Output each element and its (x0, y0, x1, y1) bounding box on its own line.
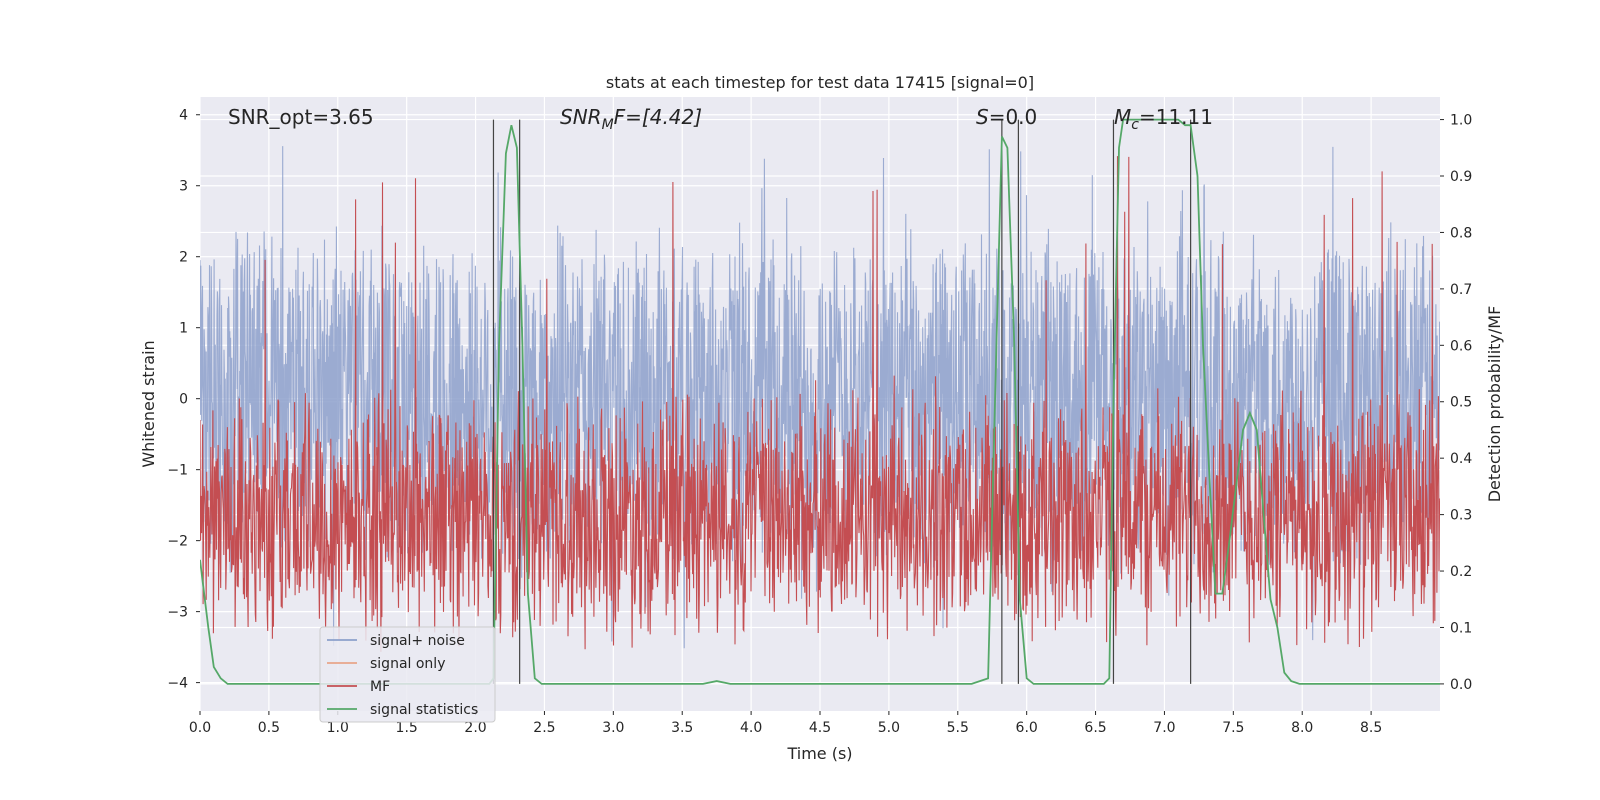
x-tick-label-16: 8.0 (1291, 720, 1313, 736)
annotation-snr-mf-subscript: M (602, 117, 614, 133)
x-tick-label-6: 3.0 (602, 720, 624, 736)
annotation-mc: Mc=11.11 (1114, 105, 1213, 133)
y-left-tick-label-5: −1 (167, 463, 188, 479)
y-right-tick-label-6: 0.4 (1450, 451, 1472, 467)
y-right-tick-label-8: 0.2 (1450, 564, 1472, 580)
series-signal-statistics (200, 118, 1440, 685)
x-tick-label-5: 2.5 (533, 720, 555, 736)
x-tick-label-3: 1.5 (396, 720, 418, 736)
y-axis-label-left: Whitened strain (139, 340, 158, 467)
annotation-snr-opt: SNR_opt=3.65 (228, 105, 374, 129)
y-right-tick-label-5: 0.5 (1450, 395, 1472, 411)
x-tick-label-15: 7.5 (1222, 720, 1244, 736)
x-tick-label-7: 3.5 (671, 720, 693, 736)
x-tick-label-2: 1.0 (327, 720, 349, 736)
x-tick-label-13: 6.5 (1084, 720, 1106, 736)
y-right-tick-label-1: 0.9 (1450, 169, 1472, 185)
x-tick-label-17: 8.5 (1360, 720, 1382, 736)
x-tick-label-9: 4.5 (809, 720, 831, 736)
x-tick-label-10: 5.0 (878, 720, 900, 736)
x-tick-label-1: 0.5 (258, 720, 280, 736)
annotation-s-symbol: S (976, 105, 989, 129)
y-right-tick-label-0: 1.0 (1450, 113, 1472, 129)
y-left-tick-label-4: 0 (179, 392, 188, 408)
y-right-tick-label-2: 0.8 (1450, 225, 1472, 241)
plot-layer (200, 118, 1440, 685)
y-left-tick-label-6: −2 (167, 534, 188, 550)
legend-label-mf: MF (370, 679, 390, 695)
y-right-tick-label-3: 0.7 (1450, 282, 1472, 298)
annotation-snr-mf: SNRMF=[4.42] (560, 105, 702, 133)
y-left-tick-label-2: 2 (179, 250, 188, 266)
legend-label-signal-statistics: signal statistics (370, 702, 478, 718)
y-right-tick-label-10: 0.0 (1450, 677, 1472, 693)
y-left-tick-label-7: −3 (167, 605, 188, 621)
y-right-tick-label-9: 0.1 (1450, 620, 1472, 636)
legend-label-signal-noise: signal+ noise (370, 633, 465, 649)
series-mf (200, 156, 1440, 652)
x-tick-label-11: 5.5 (947, 720, 969, 736)
y-right-tick-label-4: 0.6 (1450, 338, 1472, 354)
x-tick-label-0: 0.0 (189, 720, 211, 736)
annotation-snr-mf-value: F=[4.42] (614, 105, 702, 129)
y-axis-label-right: Detection probability/MF (1485, 306, 1504, 503)
legend-frame (319, 626, 496, 723)
x-tick-label-14: 7.0 (1153, 720, 1175, 736)
x-tick-label-8: 4.0 (740, 720, 762, 736)
chart-title: stats at each timestep for test data 174… (606, 73, 1034, 92)
y-axis-left: 4 3 2 1 0 −1 −2 −3 −4 (167, 108, 200, 692)
y-axis-right: 1.0 0.9 0.8 0.7 0.6 0.5 0.4 0.3 0.2 0.1 0.0 (1440, 113, 1472, 693)
x-axis: 0.0 0.5 1.0 1.5 2.0 2.5 3.0 3.5 4.0 4.5 5.0 5.5 6.0 6… (189, 711, 1382, 736)
annotation-mc-subscript: c (1131, 117, 1139, 133)
series-signal-noise (200, 146, 1440, 649)
annotation-s: S=0.0 (976, 105, 1037, 129)
y-right-tick-label-7: 0.3 (1450, 508, 1472, 524)
x-axis-label: Time (s) (786, 744, 852, 763)
y-left-tick-label-1: 3 (179, 179, 188, 195)
legend: signal+ noise signal only MF signal stat… (319, 626, 496, 723)
legend-label-signal-only: signal only (370, 656, 445, 672)
y-left-tick-label-3: 1 (179, 321, 188, 337)
x-tick-label-12: 6.0 (1016, 720, 1038, 736)
y-left-tick-label-8: −4 (167, 676, 188, 692)
annotation-mc-value: =11.11 (1139, 105, 1213, 129)
annotation-mc-symbol: M (1114, 105, 1131, 129)
annotation-snr-mf-symbol: SNR (560, 105, 602, 129)
x-tick-label-4: 2.0 (464, 720, 486, 736)
annotation-s-value: =0.0 (989, 105, 1038, 129)
y-left-tick-label-0: 4 (179, 108, 188, 124)
